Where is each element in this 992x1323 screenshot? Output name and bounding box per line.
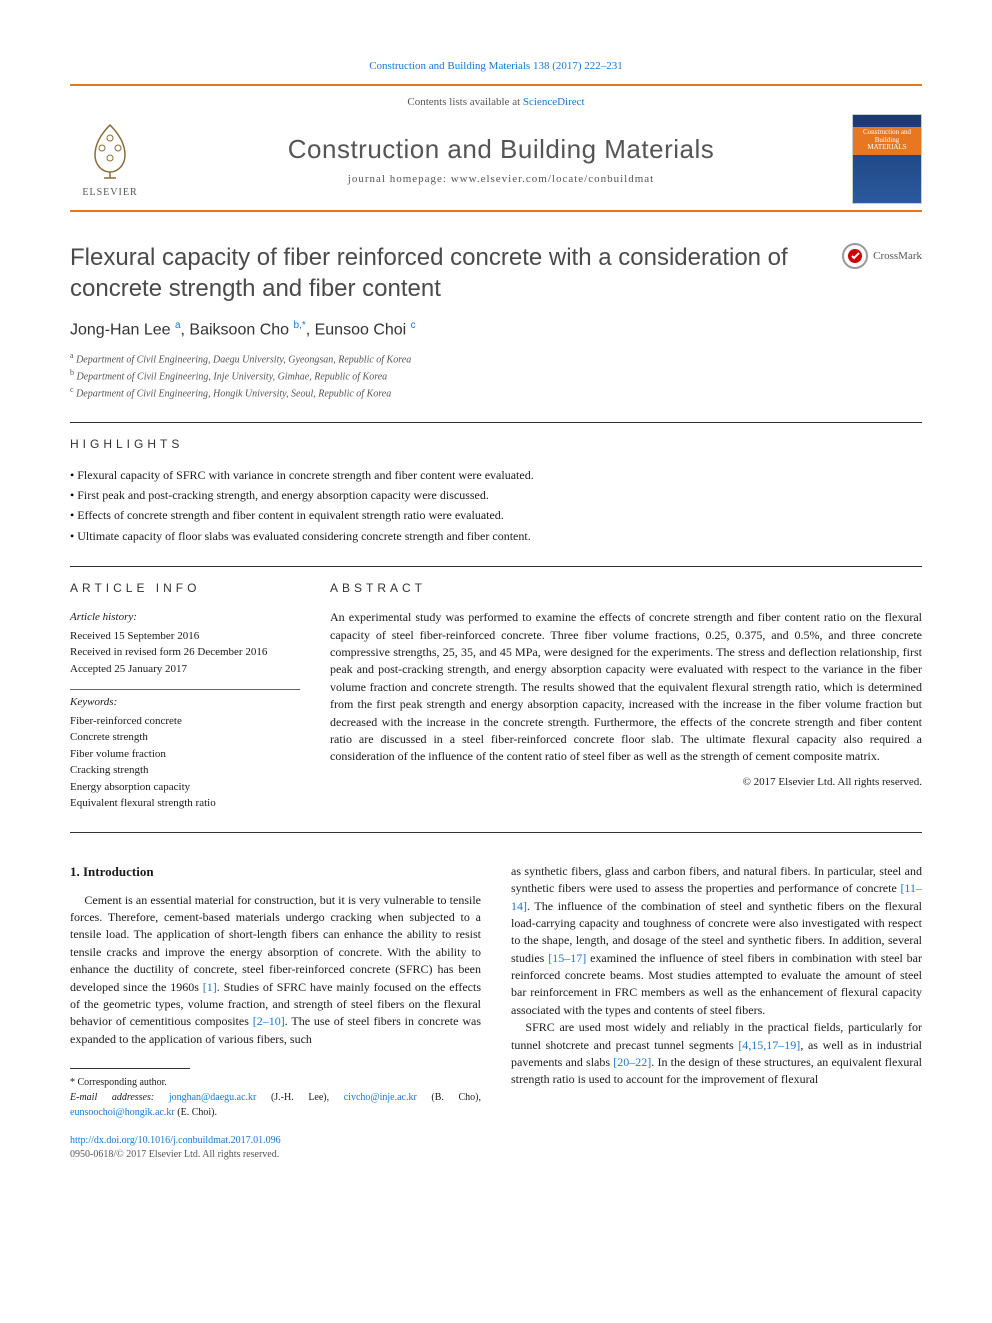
journal-cover-thumb: Construction and Building MATERIALS — [852, 114, 922, 204]
section-heading: 1. Introduction — [70, 863, 481, 882]
elsevier-logo: ELSEVIER — [70, 120, 150, 198]
highlights-label: highlights — [70, 437, 922, 451]
article-history: Article history: Received 15 September 2… — [70, 609, 300, 812]
highlight-item: First peak and post-cracking strength, a… — [70, 485, 922, 505]
affiliations: a Department of Civil Engineering, Daegu… — [70, 350, 922, 402]
citation-link[interactable]: [4,15,17–19] — [738, 1038, 800, 1052]
divider — [70, 210, 922, 212]
sciencedirect-link[interactable]: ScienceDirect — [523, 96, 585, 108]
body-column-left: 1. Introduction Cement is an essential m… — [70, 863, 481, 1162]
body-paragraph: SFRC are used most widely and reliably i… — [511, 1019, 922, 1089]
email-link[interactable]: eunsoochoi@hongik.ac.kr — [70, 1107, 175, 1118]
highlight-item: Flexural capacity of SFRC with variance … — [70, 465, 922, 485]
abstract-text: An experimental study was performed to e… — [330, 609, 922, 766]
publisher-name: ELSEVIER — [70, 187, 150, 198]
article-title: Flexural capacity of fiber reinforced co… — [70, 242, 821, 304]
body-paragraph: as synthetic fibers, glass and carbon fi… — [511, 863, 922, 1020]
corresponding-author: * Corresponding author. E-mail addresses… — [70, 1075, 481, 1120]
citation-link[interactable]: [15–17] — [548, 951, 586, 965]
highlight-item: Effects of concrete strength and fiber c… — [70, 505, 922, 525]
divider — [70, 422, 922, 423]
divider — [70, 832, 922, 833]
journal-name: Construction and Building Materials — [150, 134, 852, 165]
divider — [70, 1068, 190, 1069]
email-link[interactable]: jonghan@daegu.ac.kr — [169, 1092, 257, 1103]
journal-homepage: journal homepage: www.elsevier.com/locat… — [150, 173, 852, 185]
divider — [70, 566, 922, 567]
highlight-item: Ultimate capacity of floor slabs was eva… — [70, 526, 922, 546]
doi-block: http://dx.doi.org/10.1016/j.conbuildmat.… — [70, 1134, 481, 1162]
authors: Jong-Han Lee a, Baiksoon Cho b,*, Eunsoo… — [70, 320, 922, 339]
citation-link[interactable]: [1] — [203, 980, 217, 994]
contents-line: Contents lists available at ScienceDirec… — [70, 96, 922, 108]
running-head: Construction and Building Materials 138 … — [70, 60, 922, 72]
copyright: © 2017 Elsevier Ltd. All rights reserved… — [330, 776, 922, 788]
abstract-label: abstract — [330, 581, 922, 595]
body-column-right: as synthetic fibers, glass and carbon fi… — [511, 863, 922, 1162]
divider — [70, 84, 922, 86]
citation-link[interactable]: [2–10] — [253, 1014, 285, 1028]
email-link[interactable]: civcho@inje.ac.kr — [344, 1092, 417, 1103]
elsevier-tree-icon — [80, 120, 140, 180]
citation-link[interactable]: [20–22] — [613, 1055, 651, 1069]
doi-link[interactable]: http://dx.doi.org/10.1016/j.conbuildmat.… — [70, 1135, 281, 1146]
highlights-list: Flexural capacity of SFRC with variance … — [70, 465, 922, 547]
body-paragraph: Cement is an essential material for cons… — [70, 892, 481, 1049]
crossmark-badge[interactable]: CrossMark — [841, 242, 922, 270]
crossmark-icon — [841, 242, 869, 270]
article-info-label: article info — [70, 581, 300, 595]
